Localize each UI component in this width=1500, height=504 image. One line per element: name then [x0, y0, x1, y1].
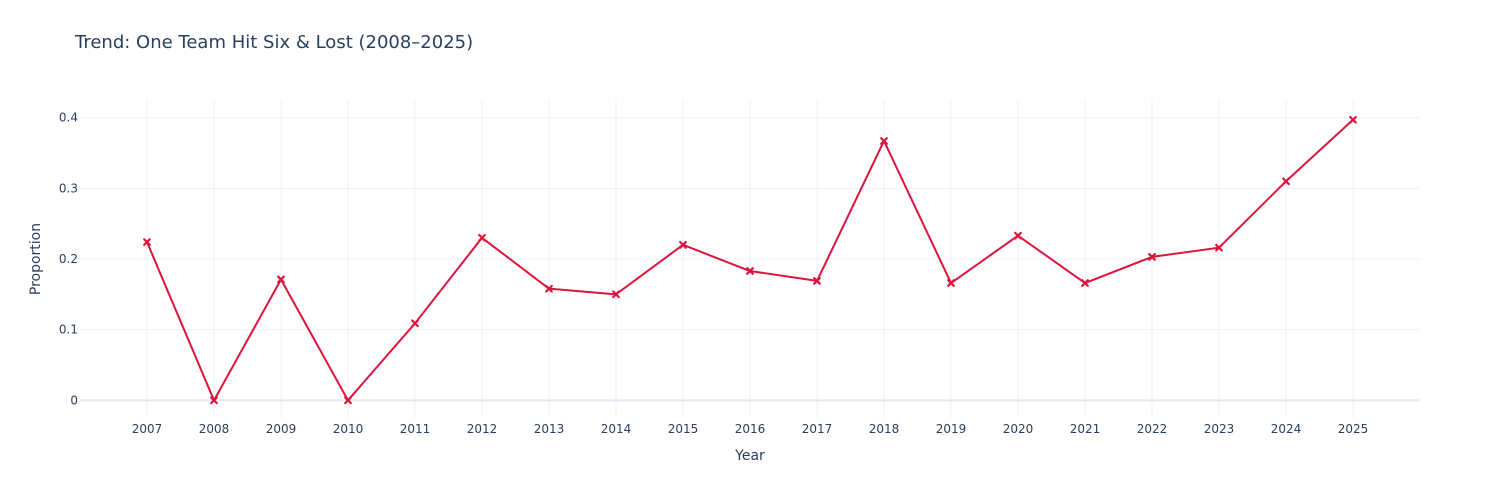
- data-point-marker: [1282, 177, 1290, 186]
- x-tick-label: 2023: [1204, 422, 1235, 436]
- data-point-marker: [545, 284, 553, 293]
- y-tick-label: 0: [70, 393, 78, 407]
- data-point-marker: [746, 267, 754, 275]
- data-point-marker: [143, 238, 151, 246]
- axis-layer: 2007 2008 2009 2010 2011 2012 2013 2014 2015 2016…: [59, 111, 1368, 436]
- x-tick-label: 2024: [1271, 422, 1302, 436]
- y-tick-label: 0.1: [59, 323, 78, 337]
- x-tick-label: 2010: [333, 422, 364, 436]
- data-point-marker: [277, 275, 285, 284]
- data-point-marker: [411, 319, 419, 328]
- x-tick-label: 2016: [735, 422, 766, 436]
- x-tick-label: 2015: [668, 422, 699, 436]
- grid-layer: [80, 100, 1420, 418]
- x-tick-label: 2025: [1338, 422, 1369, 436]
- x-tick-label: 2011: [400, 422, 431, 436]
- x-tick-label: 2021: [1070, 422, 1101, 436]
- y-tick-label: 0.4: [59, 111, 78, 125]
- data-point-marker: [679, 240, 687, 249]
- data-point-marker: [880, 137, 888, 145]
- y-axis-title: Proportion: [28, 223, 44, 295]
- data-point-marker: [1349, 115, 1357, 124]
- data-point-marker: [1014, 231, 1022, 240]
- x-tick-label: 2009: [266, 422, 297, 436]
- data-point-marker: [1081, 279, 1089, 287]
- data-point-marker: [612, 290, 620, 299]
- x-tick-label: 2020: [1003, 422, 1034, 436]
- x-tick-label: 2012: [467, 422, 498, 436]
- x-axis-title: Year: [734, 448, 765, 464]
- x-tick-label: 2018: [869, 422, 900, 436]
- data-point-marker: [478, 233, 486, 242]
- x-tick-label: 2017: [802, 422, 833, 436]
- data-point-marker: [344, 396, 352, 405]
- y-tick-label: 0.3: [59, 181, 78, 195]
- data-point-marker: [813, 277, 821, 285]
- data-point-marker: [1148, 252, 1156, 261]
- series-layer: [143, 115, 1357, 405]
- x-tick-label: 2007: [132, 422, 163, 436]
- data-point-marker: [210, 396, 218, 405]
- data-point-marker: [1215, 243, 1223, 252]
- x-tick-label: 2014: [601, 422, 632, 436]
- y-tick-label: 0.2: [59, 252, 78, 266]
- data-point-marker: [947, 279, 955, 287]
- x-tick-label: 2008: [199, 422, 230, 436]
- x-tick-label: 2022: [1137, 422, 1168, 436]
- x-tick-label: 2013: [534, 422, 565, 436]
- chart-title: Trend: One Team Hit Six & Lost (2008–202…: [75, 32, 474, 53]
- x-tick-label: 2019: [936, 422, 967, 436]
